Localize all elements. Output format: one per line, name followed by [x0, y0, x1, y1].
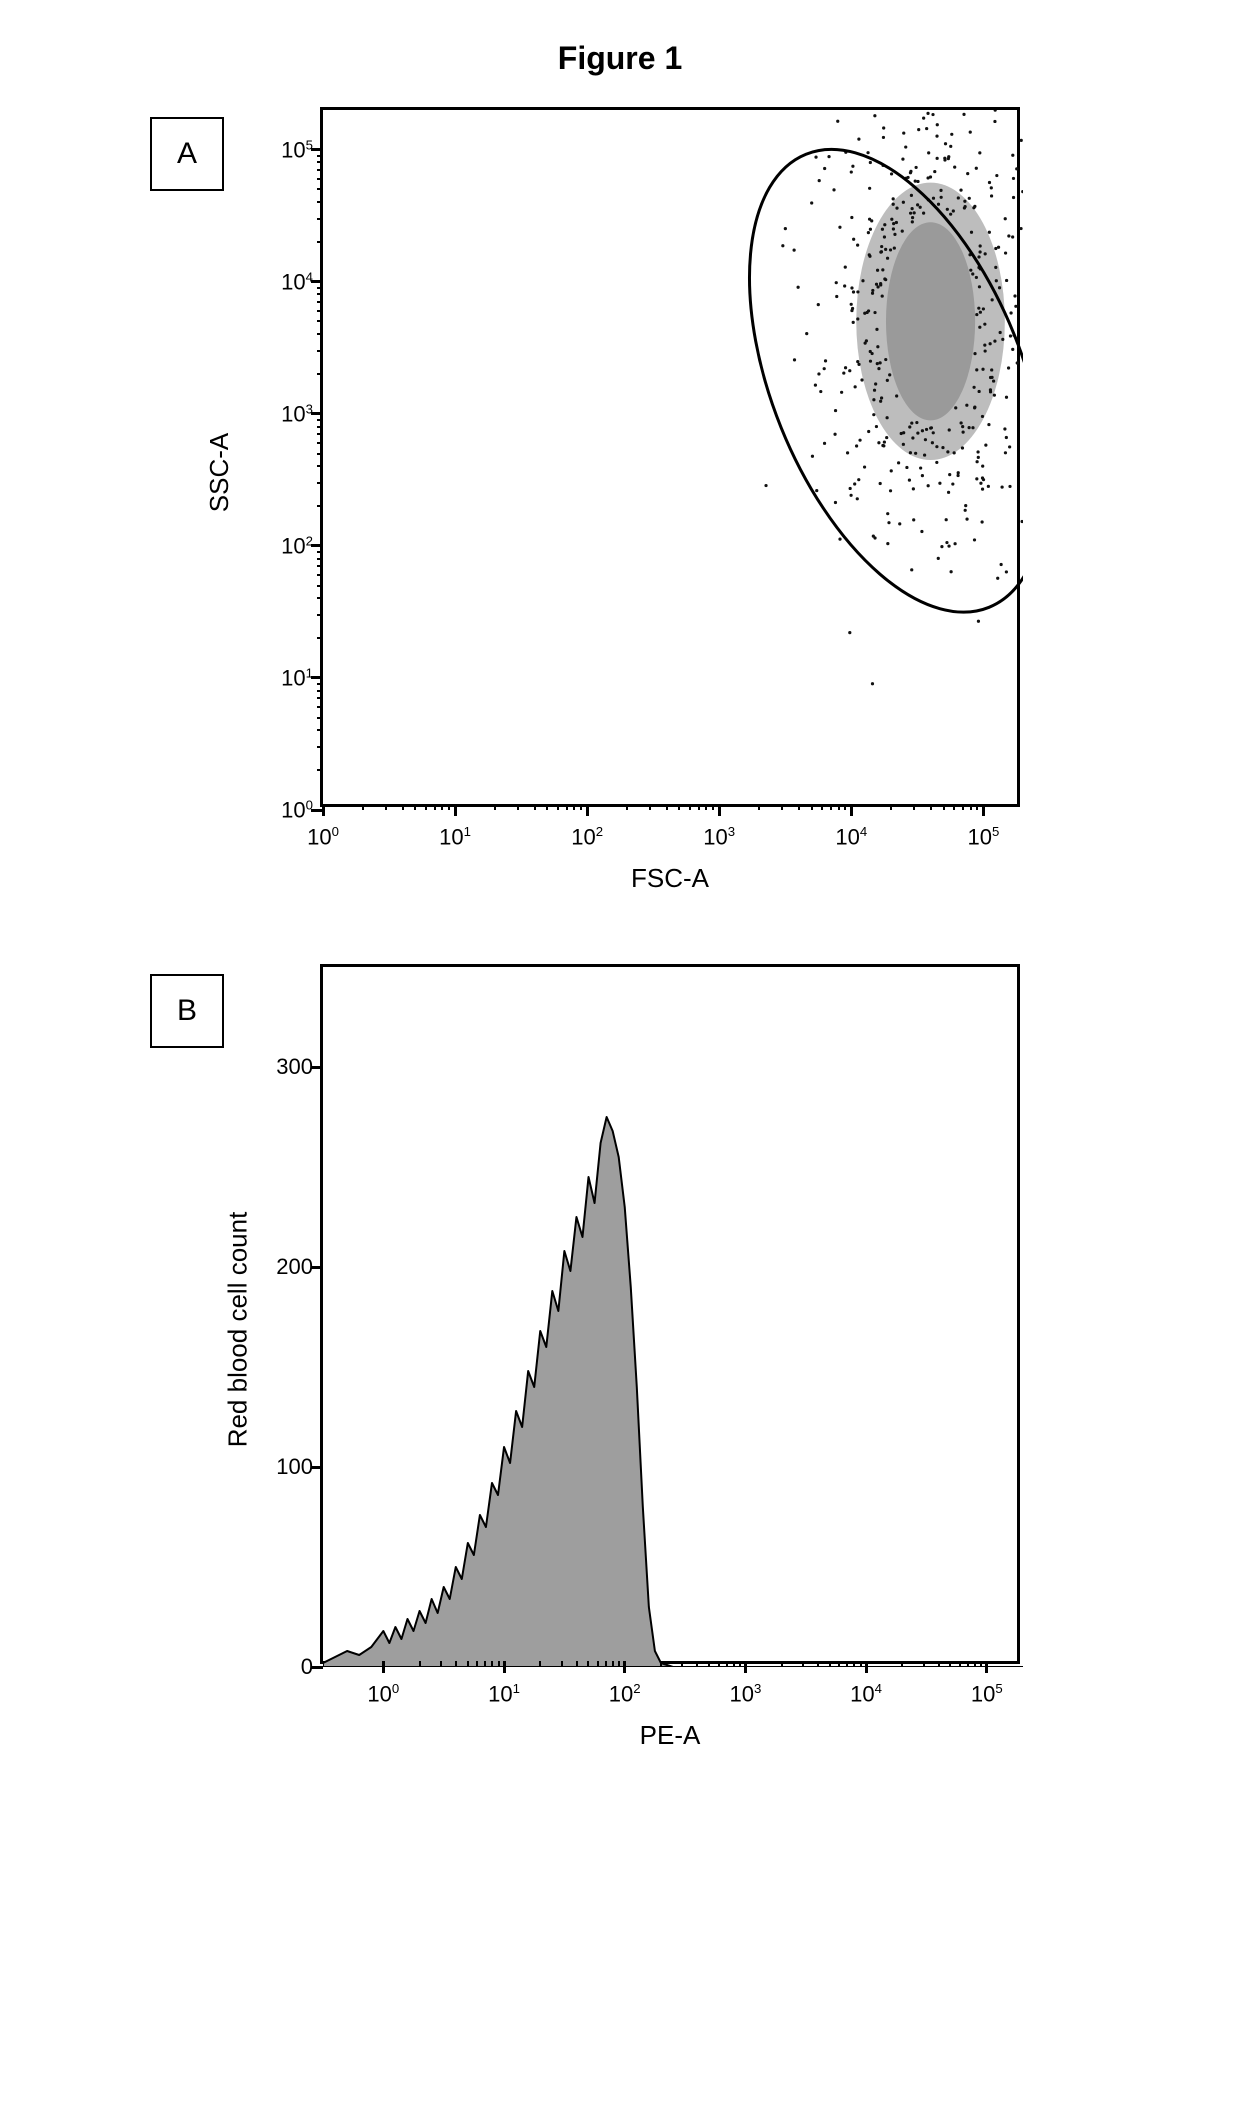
panel-B-ytick: 300	[223, 1056, 313, 1078]
panel-A-label-text: A	[177, 137, 197, 171]
figure-page: Figure 1 A SSC-A 10010110210310410510010…	[0, 0, 1240, 2117]
panel-B: B Red blood cell count 01002003001001011…	[120, 964, 1120, 1751]
panel-A-ytick: 105	[223, 138, 313, 161]
panel-B-xtick: 104	[826, 1681, 906, 1707]
panel-A-xtick: 100	[283, 824, 363, 850]
panel-A-plot-area: 100101102103104105100101102103104105	[320, 107, 1020, 807]
panel-A-ytick: 102	[223, 534, 313, 557]
panel-B-ytick: 100	[223, 1456, 313, 1478]
panel-A-xtick: 103	[679, 824, 759, 850]
panel-B-label-text: B	[177, 994, 197, 1028]
panel-B-ytick: 0	[223, 1656, 313, 1678]
panel-A-xtick: 101	[415, 824, 495, 850]
panel-B-plot-wrap: Red blood cell count 0100200300100101102…	[320, 964, 1120, 1751]
panel-A-xtick: 105	[943, 824, 1023, 850]
panel-A-xtick: 104	[811, 824, 891, 850]
panel-B-label: B	[150, 974, 224, 1048]
panel-B-ylabel: Red blood cell count	[222, 1212, 253, 1448]
panel-B-xlabel: PE-A	[320, 1720, 1020, 1751]
panel-A-svg	[323, 110, 1023, 810]
panel-A: A SSC-A 10010110210310410510010110210310…	[120, 107, 1120, 894]
panel-B-xtick: 100	[343, 1681, 423, 1707]
panel-B-ytick: 200	[223, 1256, 313, 1278]
panel-A-plot-wrap: SSC-A 1001011021031041051001011021031041…	[320, 107, 1120, 894]
panel-B-xtick: 105	[947, 1681, 1027, 1707]
panel-A-ytick: 101	[223, 666, 313, 689]
figure-title: Figure 1	[0, 40, 1240, 77]
panel-B-xtick: 102	[585, 1681, 665, 1707]
panel-A-label: A	[150, 117, 224, 191]
panel-A-ytick: 104	[223, 270, 313, 293]
panel-B-xtick: 101	[464, 1681, 544, 1707]
panel-A-ytick: 103	[223, 402, 313, 425]
panel-B-svg	[323, 967, 1023, 1667]
panel-A-ylabel: SSC-A	[204, 433, 235, 512]
panel-A-xtick: 102	[547, 824, 627, 850]
panel-A-xlabel: FSC-A	[320, 863, 1020, 894]
panel-B-plot-area: 0100200300100101102103104105	[320, 964, 1020, 1664]
panel-B-xtick: 103	[705, 1681, 785, 1707]
panel-A-ytick: 100	[223, 798, 313, 821]
